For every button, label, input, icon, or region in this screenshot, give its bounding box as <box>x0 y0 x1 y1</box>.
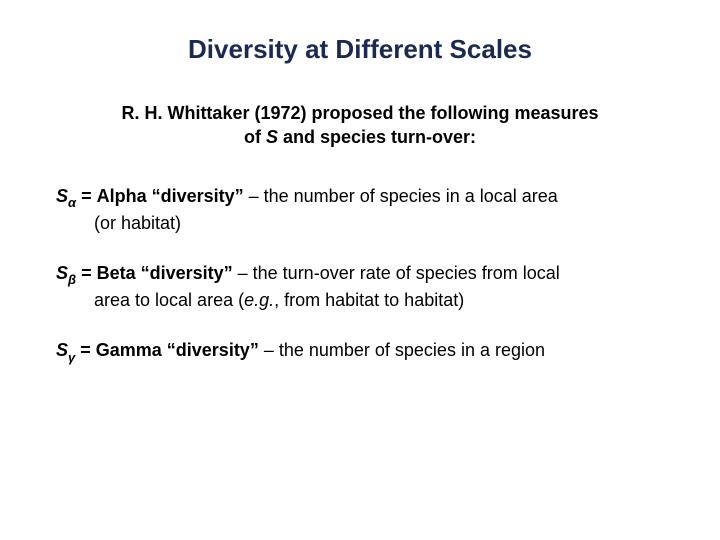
alpha-symbol: Sα <box>56 186 76 206</box>
intro-text: R. H. Whittaker (1972) proposed the foll… <box>56 101 664 150</box>
beta-eg: e.g. <box>244 290 274 310</box>
gamma-subscript: γ <box>68 350 75 365</box>
slide-title: Diversity at Different Scales <box>56 34 664 65</box>
intro-line-2-pre: of <box>244 127 266 147</box>
beta-symbol: Sβ <box>56 263 76 283</box>
beta-text-1: – the turn-over rate of species from loc… <box>233 263 560 283</box>
intro-line-1: R. H. Whittaker (1972) proposed the foll… <box>121 103 598 123</box>
beta-text-2-pre: area to local area ( <box>94 290 244 310</box>
beta-subscript: β <box>68 272 76 287</box>
intro-symbol-s: S <box>266 127 278 147</box>
alpha-text-1: – the number of species in a local area <box>244 186 558 206</box>
gamma-text-1: – the number of species in a region <box>259 340 545 360</box>
alpha-subscript: α <box>68 195 76 210</box>
gamma-s: S <box>56 340 68 360</box>
beta-s: S <box>56 263 68 283</box>
definitions: Sα = Alpha “diversity” – the number of s… <box>56 184 664 366</box>
definition-beta: Sβ = Beta “diversity” – the turn-over ra… <box>56 261 664 312</box>
definition-alpha: Sα = Alpha “diversity” – the number of s… <box>56 184 664 235</box>
gamma-symbol: Sγ <box>56 340 75 360</box>
beta-text-2: area to local area (e.g., from habitat t… <box>56 288 664 312</box>
slide: Diversity at Different Scales R. H. Whit… <box>0 0 720 540</box>
beta-eq: = Beta “diversity” <box>76 263 233 283</box>
definition-gamma: Sγ = Gamma “diversity” – the number of s… <box>56 338 664 365</box>
beta-text-2-post: , from habitat to habitat) <box>274 290 464 310</box>
gamma-eq: = Gamma “diversity” <box>75 340 259 360</box>
alpha-text-2: (or habitat) <box>56 211 664 235</box>
intro-line-2-post: and species turn-over: <box>278 127 476 147</box>
alpha-s: S <box>56 186 68 206</box>
alpha-eq: = Alpha “diversity” <box>76 186 244 206</box>
